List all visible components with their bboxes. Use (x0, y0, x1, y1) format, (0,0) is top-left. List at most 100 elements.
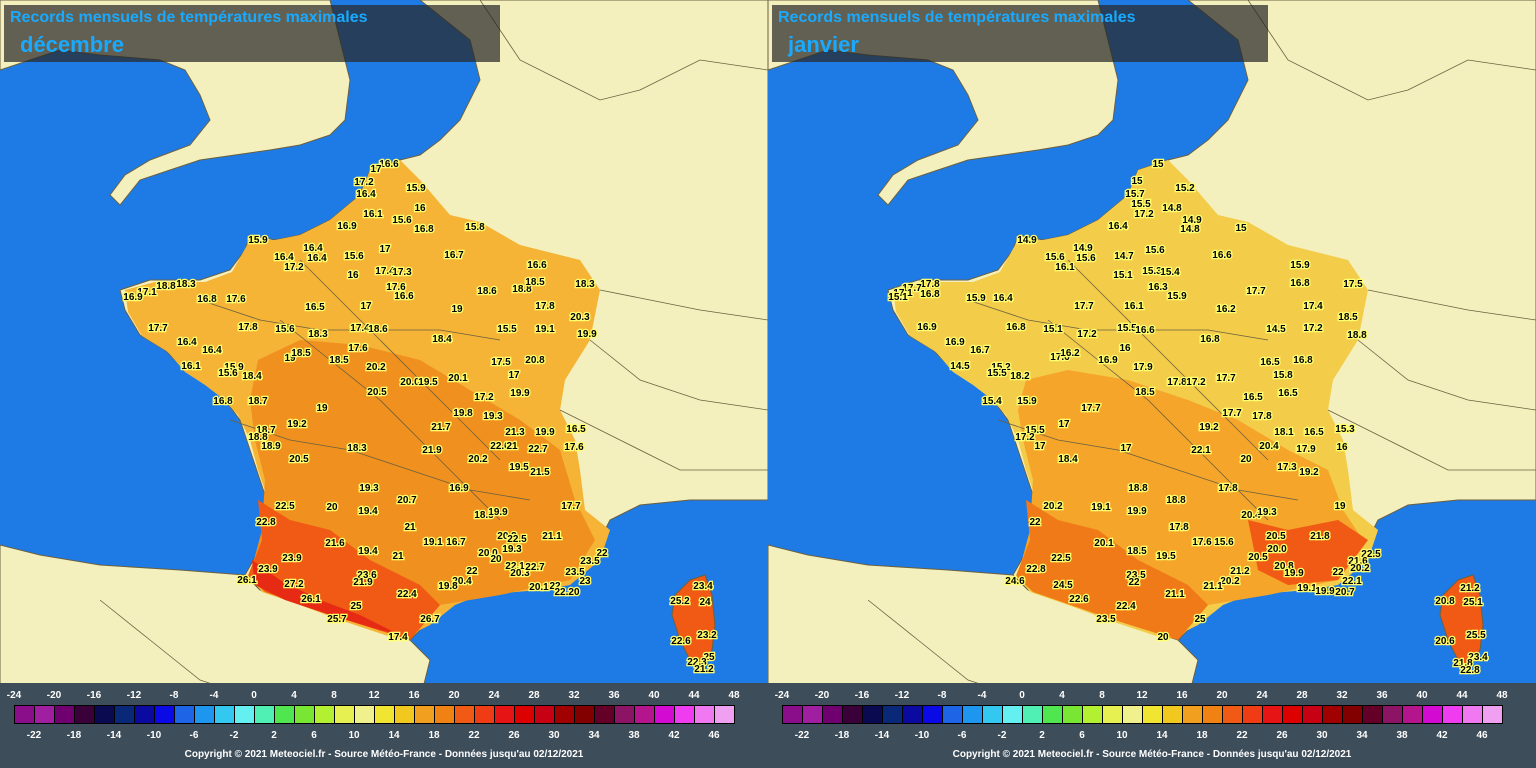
legend-swatch (1342, 705, 1363, 724)
station-value: 18.3 (308, 329, 328, 340)
legend-tick-top: 36 (608, 690, 620, 701)
legend-swatch (1122, 705, 1143, 724)
station-value: 18.4 (1058, 454, 1078, 465)
station-value: 20.2 (497, 531, 517, 542)
station-value: 15 (1131, 176, 1143, 187)
station-value: 17 (370, 164, 382, 175)
legend-swatch (1442, 705, 1463, 724)
station-value: 17.3 (1277, 462, 1297, 473)
station-value: 15.6 (1145, 245, 1165, 256)
legend-swatch (474, 705, 495, 724)
station-value: 23 (579, 576, 591, 587)
legend-swatch (434, 705, 455, 724)
station-value: 16.4 (202, 345, 222, 356)
legend-tick-bottom: 14 (388, 730, 400, 741)
station-value: 15.9 (1167, 291, 1187, 302)
legend-tick-top: 40 (1416, 690, 1428, 701)
station-value: 21.7 (431, 422, 451, 433)
legend-tick-bottom: 18 (1196, 730, 1208, 741)
station-value: 17.6 (1192, 537, 1212, 548)
station-value: 22.4 (1116, 601, 1136, 612)
station-value: 16.7 (446, 537, 466, 548)
legend-swatch (14, 705, 35, 724)
legend-swatch (1462, 705, 1483, 724)
station-value: 20.1 (529, 582, 549, 593)
station-value: 22 (1128, 577, 1140, 588)
station-value: 18.5 (329, 355, 349, 366)
legend-swatch (634, 705, 655, 724)
station-value: 18.9 (261, 441, 281, 452)
legend-tick-top: -8 (937, 690, 947, 701)
station-value: 25.7 (327, 614, 347, 625)
legend-swatch (1042, 705, 1063, 724)
station-value: 20 (490, 554, 502, 565)
legend-tick-top: 24 (1256, 690, 1268, 701)
legend-tick-bottom: 42 (1436, 730, 1448, 741)
station-value: 26.1 (237, 575, 257, 586)
station-value: 17.2 (1134, 209, 1154, 220)
legend-swatch (54, 705, 75, 724)
station-value: 19.1 (535, 324, 555, 335)
legend-swatch (802, 705, 823, 724)
legend-tick-bottom: -10 (914, 730, 930, 741)
legend-tick-top: 28 (528, 690, 540, 701)
legend-swatch (862, 705, 883, 724)
station-value: 25.2 (670, 596, 690, 607)
station-value: 16.5 (1278, 388, 1298, 399)
legend-swatch (982, 705, 1003, 724)
station-value: 18.5 (291, 348, 311, 359)
station-value: 19.2 (1299, 467, 1319, 478)
title-box: Records mensuels de températures maximal… (4, 5, 500, 62)
station-value: 20.2 (1043, 501, 1063, 512)
station-value: 16.8 (920, 289, 940, 300)
station-value: 23.5 (580, 556, 600, 567)
station-value: 20.0 (400, 377, 420, 388)
legend-tick-top: -16 (854, 690, 870, 701)
station-value: 21.8 (1453, 658, 1473, 669)
legend-swatch (234, 705, 255, 724)
station-value: 24.6 (1005, 576, 1025, 587)
station-value: 14.5 (1266, 324, 1286, 335)
station-value: 19.9 (535, 427, 555, 438)
station-value: 25.1 (1463, 597, 1483, 608)
station-value: 16.9 (1098, 355, 1118, 366)
station-value: 17.6 (348, 343, 368, 354)
legend-swatch (1002, 705, 1023, 724)
legend-swatch (1142, 705, 1163, 724)
station-value: 17.8 (1218, 483, 1238, 494)
station-value: 20.5 (1266, 531, 1286, 542)
station-value: 20.6 (1435, 636, 1455, 647)
station-value: 16.5 (1260, 357, 1280, 368)
station-value: 21 (404, 522, 416, 533)
legend-tick-bottom: -22 (794, 730, 810, 741)
station-value: 17.8 (1167, 377, 1187, 388)
legend-swatch (614, 705, 635, 724)
station-value: 15.6 (1076, 253, 1096, 264)
station-value: 16.9 (449, 483, 469, 494)
station-value: 16.8 (1200, 334, 1220, 345)
color-legend: -24 -20 -16 -12 -8 -4 0 4 8 12 16 20 24 28 32 36 40 44 48-… (0, 683, 768, 768)
legend-swatch (942, 705, 963, 724)
legend-swatch (414, 705, 435, 724)
station-value: 14.8 (1180, 224, 1200, 235)
station-value: 16.4 (993, 293, 1013, 304)
station-value: 16.8 (197, 294, 217, 305)
station-value: 24.5 (1053, 580, 1073, 591)
station-value: 17.8 (535, 301, 555, 312)
legend-swatch (374, 705, 395, 724)
legend-tick-bottom: 18 (428, 730, 440, 741)
station-value: 20.2 (366, 362, 386, 373)
station-value: 16.9 (945, 337, 965, 348)
station-value: 20.1 (448, 373, 468, 384)
legend-tick-bottom: -2 (229, 730, 239, 741)
legend-swatch (1482, 705, 1503, 724)
station-value: 15.2 (1175, 183, 1195, 194)
station-value: 17.7 (902, 283, 922, 294)
station-value: 16.6 (1135, 325, 1155, 336)
legend-swatch (514, 705, 535, 724)
station-value: 15.5 (1117, 323, 1137, 334)
station-value: 17.4 (375, 266, 395, 277)
station-value: 15.5 (987, 368, 1007, 379)
station-value: 18.7 (256, 425, 276, 436)
station-value: 21 (392, 551, 404, 562)
